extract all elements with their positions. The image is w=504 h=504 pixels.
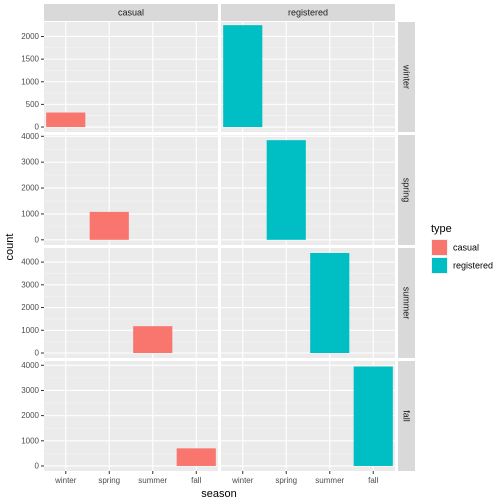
bar-casual-summer (133, 326, 173, 353)
row-strip-background (398, 361, 415, 471)
col-strip-label: casual (118, 8, 144, 18)
row-strip-spring: spring (398, 135, 415, 245)
panel-spring-casual (44, 135, 218, 245)
bar-casual-spring (89, 211, 129, 240)
y-tick-label: 1000 (21, 209, 39, 218)
col-strip-registered: registered (221, 4, 395, 21)
x-tick-label: spring (275, 476, 297, 485)
panel-winter-registered (221, 22, 395, 132)
y-tick-label: 2000 (21, 184, 39, 193)
panel-background (221, 135, 395, 245)
panel-background (221, 248, 395, 358)
panel-fall-casual (44, 361, 218, 471)
legend-swatch (432, 258, 447, 273)
x-tick-label: fall (191, 476, 201, 485)
col-strip-label: registered (288, 8, 328, 18)
panel-summer-casual (44, 248, 218, 358)
x-axis-title: season (201, 488, 236, 500)
panel-background (44, 248, 218, 358)
y-tick-label: 3000 (21, 158, 39, 167)
row-strip-background (398, 135, 415, 245)
y-tick-label: 1000 (21, 436, 39, 445)
y-tick-label: 1000 (21, 326, 39, 335)
y-tick-label: 3000 (21, 386, 39, 395)
panel-winter-casual (44, 22, 218, 132)
y-tick-label: 3000 (21, 280, 39, 289)
row-strip-winter: winter (398, 22, 415, 132)
panel-background (44, 135, 218, 245)
y-tick-label: 0 (35, 349, 40, 358)
legend-label: casual (453, 243, 479, 253)
bar-registered-spring (266, 140, 306, 240)
x-tick-label: summer (138, 476, 167, 485)
y-tick-label: 1000 (21, 77, 39, 86)
legend-entry-casual: casual (431, 239, 479, 256)
axes: 0500100015002000010002000300040000100020… (21, 32, 378, 485)
x-tick-label: fall (368, 476, 378, 485)
legend-entry-registered: registered (431, 257, 493, 274)
y-tick-label: 2000 (21, 32, 39, 41)
y-tick-label: 2000 (21, 303, 39, 312)
row-strip-label: spring (402, 178, 412, 203)
bar-casual-fall (176, 448, 216, 466)
facet-strips: winter spring summer fall casual registered (44, 4, 415, 471)
row-strip-fall: fall (398, 361, 415, 471)
y-tick-label: 500 (26, 100, 40, 109)
x-tick-label: winter (54, 476, 77, 485)
y-tick-label: 4000 (21, 258, 39, 267)
x-tick-label: winter (231, 476, 254, 485)
bar-registered-fall (353, 366, 393, 466)
col-strip-background (221, 4, 395, 21)
y-axis-title: count (4, 234, 16, 261)
row-strip-background (398, 248, 415, 358)
bar-registered-summer (310, 253, 350, 353)
y-tick-label: 4000 (21, 361, 39, 370)
bar-registered-winter (223, 25, 263, 128)
y-tick-label: 0 (35, 235, 40, 244)
row-strip-label: winter (402, 64, 412, 89)
legend-title: type (431, 223, 452, 235)
x-tick-label: summer (315, 476, 344, 485)
y-tick-label: 0 (35, 461, 40, 470)
panel-summer-registered (221, 248, 395, 358)
y-tick-label: 4000 (21, 132, 39, 141)
legend: type casual registered (431, 223, 493, 274)
row-strip-label: fall (402, 410, 412, 422)
row-strip-summer: summer (398, 248, 415, 358)
y-tick-label: 2000 (21, 411, 39, 420)
legend-label: registered (453, 261, 493, 271)
panel-fall-registered (221, 361, 395, 471)
col-strip-background (44, 4, 218, 21)
row-strip-label: summer (402, 287, 412, 320)
y-tick-label: 1500 (21, 55, 39, 64)
bar-casual-winter (46, 112, 86, 128)
legend-swatch (432, 240, 447, 255)
x-tick-label: spring (98, 476, 120, 485)
col-strip-casual: casual (44, 4, 218, 21)
panels-layer (44, 22, 395, 471)
panel-spring-registered (221, 135, 395, 245)
legend-entries: casual registered (431, 239, 493, 274)
row-strip-background (398, 22, 415, 132)
y-tick-label: 0 (35, 123, 40, 132)
